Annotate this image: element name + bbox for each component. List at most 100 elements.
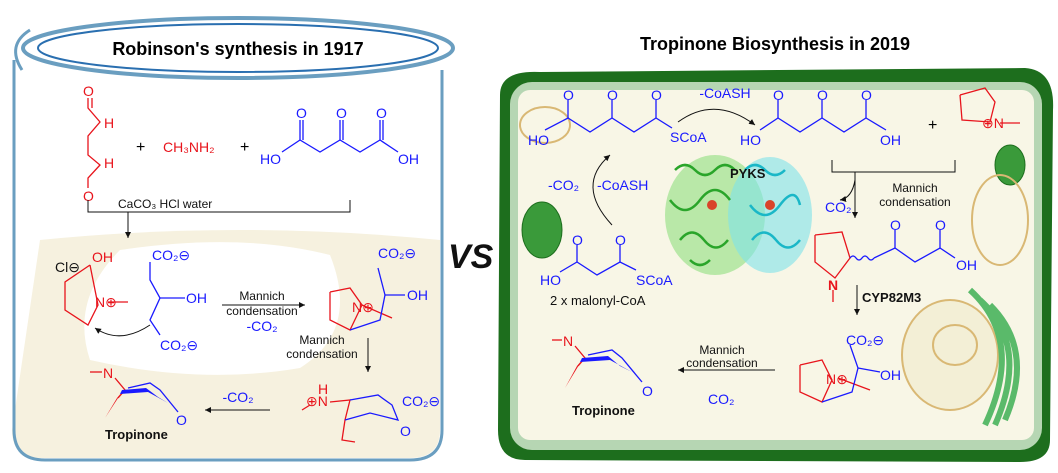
- pyrrolidine-ketoacid: N O O OH: [814, 217, 977, 302]
- bicyclic-intermediate: N⊕ CO₂⊖ OH: [329, 245, 428, 331]
- atom-scoa: SCoA: [636, 272, 673, 288]
- atom-n: N: [103, 365, 113, 381]
- malonyl-coa: O O HO SCoA: [540, 232, 673, 288]
- carboxylate: CO₂⊖: [160, 337, 198, 353]
- chloride-ion: Cl⊖: [55, 259, 80, 275]
- atom-o: O: [572, 232, 583, 248]
- mannich-label: Mannich: [239, 289, 284, 303]
- reagents-label: CaCO₃ HCl water: [118, 197, 212, 211]
- atom-o: O: [176, 412, 187, 428]
- atom-n-plus: ⊕N: [306, 393, 328, 409]
- golgi-icon: [967, 287, 1020, 427]
- methylamine: CH₃NH₂: [163, 139, 215, 155]
- condensation-label: condensation: [686, 356, 757, 370]
- right-title: Tropinone Biosynthesis in 2019: [640, 34, 910, 54]
- atom-oh: OH: [92, 249, 113, 265]
- plus-sign: +: [928, 117, 937, 134]
- atom-n-plus: N⊕: [352, 299, 374, 315]
- cyp-label: CYP82M3: [862, 290, 921, 305]
- atom-o: O: [642, 383, 653, 399]
- mannich-label: Mannich: [299, 333, 344, 347]
- atom-n-plus: N⊕: [826, 371, 848, 387]
- atom-oh: OH: [398, 151, 419, 167]
- mannich-label: Mannich: [699, 343, 744, 357]
- left-title: Robinson's synthesis in 1917: [112, 39, 363, 59]
- atom-o: O: [563, 87, 574, 103]
- atom-oh: OH: [880, 132, 901, 148]
- bicyclic-intermediate: N⊕ CO₂⊖ OH: [799, 332, 901, 403]
- co2-label: CO₂: [708, 391, 734, 407]
- atom-o: O: [817, 87, 828, 103]
- enzyme-label: PYKS: [730, 166, 766, 181]
- mannich-label: Mannich: [892, 181, 937, 195]
- atom-n: N: [563, 333, 573, 349]
- acetonedicarboxylic-acid: O O O HO OH: [260, 105, 419, 167]
- atom-oh: OH: [407, 287, 428, 303]
- chloroplast-icon: [519, 106, 571, 144]
- atom-o: O: [83, 188, 94, 204]
- atom-o: O: [336, 105, 347, 121]
- minus-coash-label: -CoASH: [597, 177, 648, 193]
- pyrrolinium: ⊕N: [959, 87, 1020, 131]
- atom-o: O: [296, 105, 307, 121]
- atom-o: O: [400, 423, 411, 439]
- atom-o: O: [607, 87, 618, 103]
- product-label: Tropinone: [105, 427, 168, 442]
- atom-ho: HO: [528, 132, 549, 148]
- atom-o: O: [376, 105, 387, 121]
- acetonedicarboxylic-acid: O O O HO OH: [740, 87, 901, 148]
- minus-co2-label: -CO₂: [246, 318, 277, 334]
- mitochondrion-icon: [521, 201, 563, 259]
- atom-o: O: [861, 87, 872, 103]
- atom-o: O: [615, 232, 626, 248]
- nucleus-icon: [901, 299, 999, 411]
- atom-o: O: [773, 87, 784, 103]
- atom-ho: HO: [540, 272, 561, 288]
- atom-scoa: SCoA: [670, 129, 707, 145]
- reagent-bracket: [87, 200, 351, 213]
- minus-co2-label: -CO₂: [548, 177, 579, 193]
- tropinone-carboxylate: H ⊕N CO₂⊖ O: [301, 381, 440, 443]
- atom-n-plus: ⊕N: [982, 115, 1004, 131]
- minus-co2-label: -CO₂: [222, 389, 253, 405]
- plus-sign: +: [136, 139, 145, 156]
- tropinone-structure: N O: [90, 365, 187, 428]
- condensation-label: condensation: [879, 195, 950, 209]
- atom-ho: HO: [740, 132, 761, 148]
- chloroplast-icon: [971, 174, 1029, 266]
- atom-ho: HO: [260, 151, 281, 167]
- atom-h: H: [104, 115, 114, 131]
- iminium-intermediate: Cl⊖ OH N⊕ CO₂⊖ OH CO₂⊖: [55, 247, 207, 353]
- carboxylate: CO₂⊖: [846, 332, 884, 348]
- carboxylate: CO₂⊖: [152, 247, 190, 263]
- atom-oh: OH: [880, 367, 901, 383]
- atom-oh: OH: [186, 290, 207, 306]
- carboxylate: CO₂⊖: [402, 393, 440, 409]
- atom-o: O: [890, 217, 901, 233]
- pyks-protein-structure: [665, 155, 812, 275]
- reagent-bracket: [831, 160, 956, 173]
- atom-o: O: [935, 217, 946, 233]
- product-label: Tropinone: [572, 403, 635, 418]
- carboxylate: CO₂⊖: [378, 245, 416, 261]
- co2-label: CO₂: [825, 199, 851, 215]
- substrate-label: 2 x malonyl-CoA: [550, 293, 646, 308]
- condensation-label: condensation: [226, 304, 297, 318]
- atom-n-plus: N⊕: [95, 294, 117, 310]
- vs-label: VS: [448, 238, 494, 276]
- atom-oh: OH: [956, 257, 977, 273]
- atom-o: O: [651, 87, 662, 103]
- atom-n: N: [828, 277, 838, 293]
- triketide-coa: O O O HO SCoA: [528, 87, 707, 148]
- beaker: [12, 16, 455, 462]
- atom-h: H: [104, 155, 114, 171]
- tropinone-structure: N O: [552, 333, 653, 399]
- reaction-arrow: [592, 154, 613, 226]
- condensation-label: condensation: [286, 347, 357, 361]
- atom-o: O: [83, 83, 94, 99]
- atom-h: H: [318, 381, 328, 397]
- glutaraldehyde: O H H O: [83, 83, 114, 204]
- plus-sign: +: [240, 139, 249, 156]
- minus-coash-label: -CoASH: [699, 85, 750, 101]
